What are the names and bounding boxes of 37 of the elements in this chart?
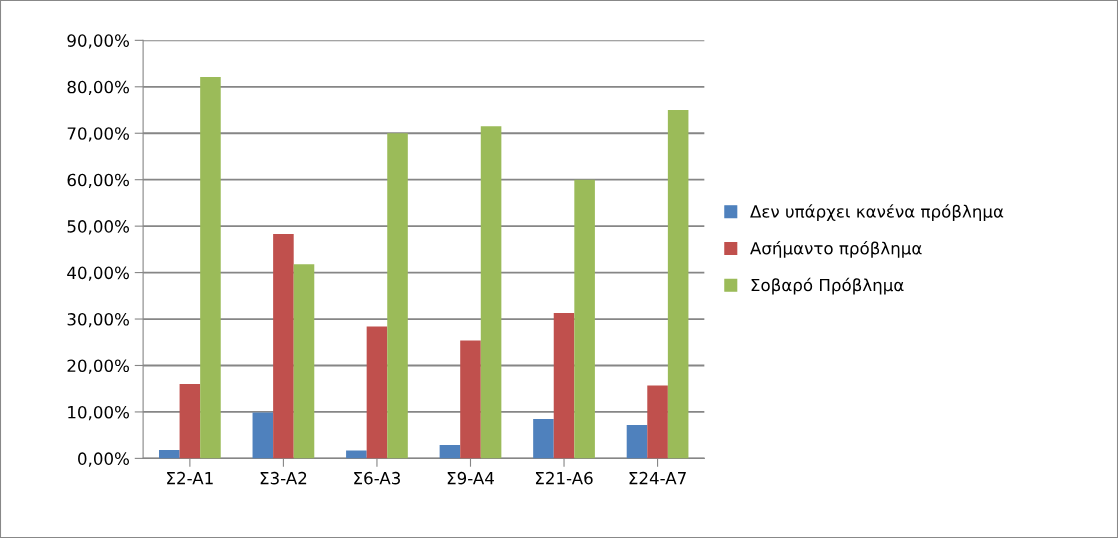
bar — [647, 385, 668, 459]
bar — [553, 313, 575, 459]
y-tick-label: 40,00% — [67, 266, 129, 281]
x-tick-label: Σ21-A6 — [535, 471, 593, 485]
y-tick-label: 20,00% — [67, 359, 129, 374]
bar — [387, 133, 408, 459]
y-tick-label: 50,00% — [67, 220, 129, 235]
x-tick-label: Σ2-A1 — [167, 471, 213, 485]
bar — [667, 110, 689, 459]
bar — [252, 412, 274, 459]
bar — [200, 77, 221, 459]
y-tick-label: 30,00% — [67, 313, 129, 328]
y-tick-label: 70,00% — [67, 127, 129, 142]
y-tick-label: 90,00% — [67, 34, 129, 49]
y-tick-label: 10,00% — [68, 405, 129, 421]
y-tick-label: 0,00% — [78, 452, 129, 467]
bar — [346, 450, 367, 459]
bar — [480, 126, 502, 459]
x-tick-label: Σ6-A3 — [354, 471, 401, 485]
y-tick-label: 80,00% — [67, 80, 129, 96]
bar — [574, 179, 595, 459]
bar — [533, 418, 554, 459]
bar — [626, 424, 648, 459]
bar — [179, 384, 201, 459]
legend-label: Σοβαρό Πρόβλημα — [751, 277, 904, 295]
legend-label: Ασήμαντο πρόβλημα — [750, 240, 922, 258]
bar — [460, 340, 481, 459]
bar — [273, 234, 294, 459]
bar — [293, 264, 315, 459]
x-tick-label: Σ3-A2 — [260, 471, 307, 485]
x-tick-label: Σ24-A7 — [629, 471, 686, 485]
x-tick-label: Σ9-A4 — [447, 471, 494, 485]
bar — [439, 444, 461, 459]
legend-label: Δεν υπάρχει κανένα πρόβλημα — [750, 204, 1004, 221]
y-tick-label: 60,00% — [67, 173, 129, 188]
bar — [159, 450, 180, 459]
bar — [366, 326, 388, 459]
